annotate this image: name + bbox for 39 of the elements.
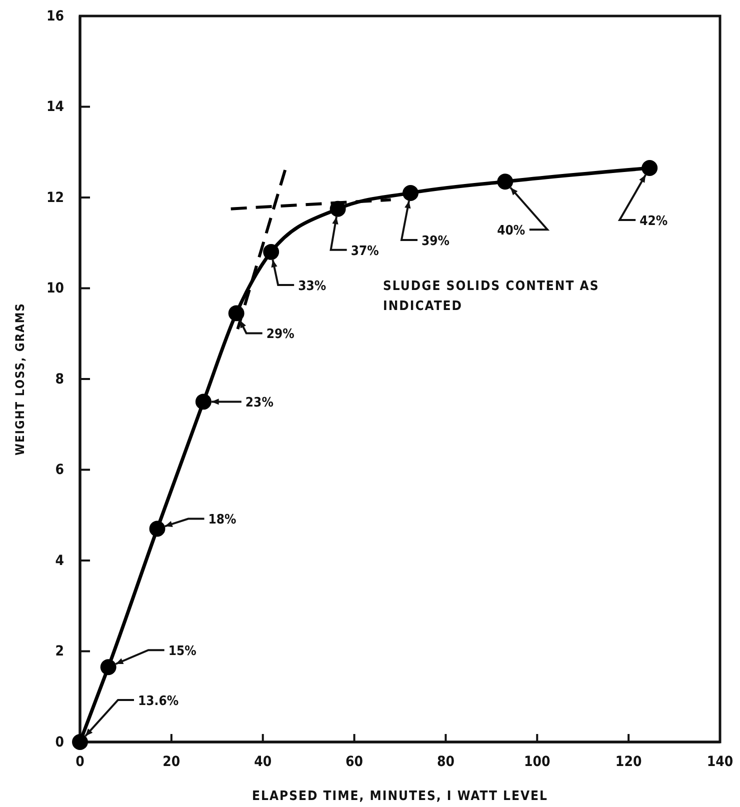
- annotation: 23%: [245, 396, 274, 411]
- annotation: 39%: [422, 234, 450, 249]
- x-tick-label: 40: [254, 754, 272, 770]
- annotation: 13.6%: [138, 694, 179, 709]
- point: [263, 244, 280, 260]
- x-tick-label: 80: [436, 754, 455, 770]
- annotation: 15%: [168, 644, 197, 660]
- annotation: SLUDGE SOLIDS CONTENT AS INDICATED: [383, 279, 600, 314]
- x-tick-label: 60: [346, 754, 364, 770]
- y-tick-label: 10: [46, 280, 64, 297]
- annotation: 18%: [208, 512, 237, 528]
- point: [149, 520, 166, 537]
- y-axis-title: WEIGHT LOSS, GRAMS: [13, 302, 27, 456]
- y-tick-label: 6: [55, 462, 64, 478]
- x-tick-label: 120: [615, 754, 642, 770]
- x-axis-title: ELAPSED TIME, MINUTES, I WATT LEVEL: [252, 789, 548, 804]
- annotation: 33%: [298, 278, 326, 294]
- y-tick-label: 2: [55, 644, 64, 660]
- annotation: 42%: [640, 214, 668, 230]
- x-tick-label: 0: [76, 754, 85, 770]
- x-tick-label: 140: [706, 754, 734, 770]
- point: [402, 185, 418, 201]
- point: [72, 734, 88, 750]
- point: [100, 659, 116, 676]
- y-tick-label: 0: [55, 734, 64, 750]
- point: [642, 160, 658, 176]
- y-tick-label: 16: [46, 8, 64, 24]
- annotation: 40%: [497, 224, 526, 239]
- x-tick-label: 100: [524, 754, 551, 770]
- y-tick-label: 8: [55, 371, 64, 388]
- y-tick-label: 12: [46, 190, 64, 206]
- y-tick-label: 4: [55, 552, 64, 569]
- annotation: 29%: [266, 327, 295, 342]
- x-tick-label: 20: [162, 754, 180, 770]
- point: [228, 305, 244, 322]
- point: [195, 394, 212, 410]
- annotation: 37%: [350, 244, 380, 259]
- point: [497, 174, 514, 190]
- y-tick-label: 14: [46, 99, 64, 116]
